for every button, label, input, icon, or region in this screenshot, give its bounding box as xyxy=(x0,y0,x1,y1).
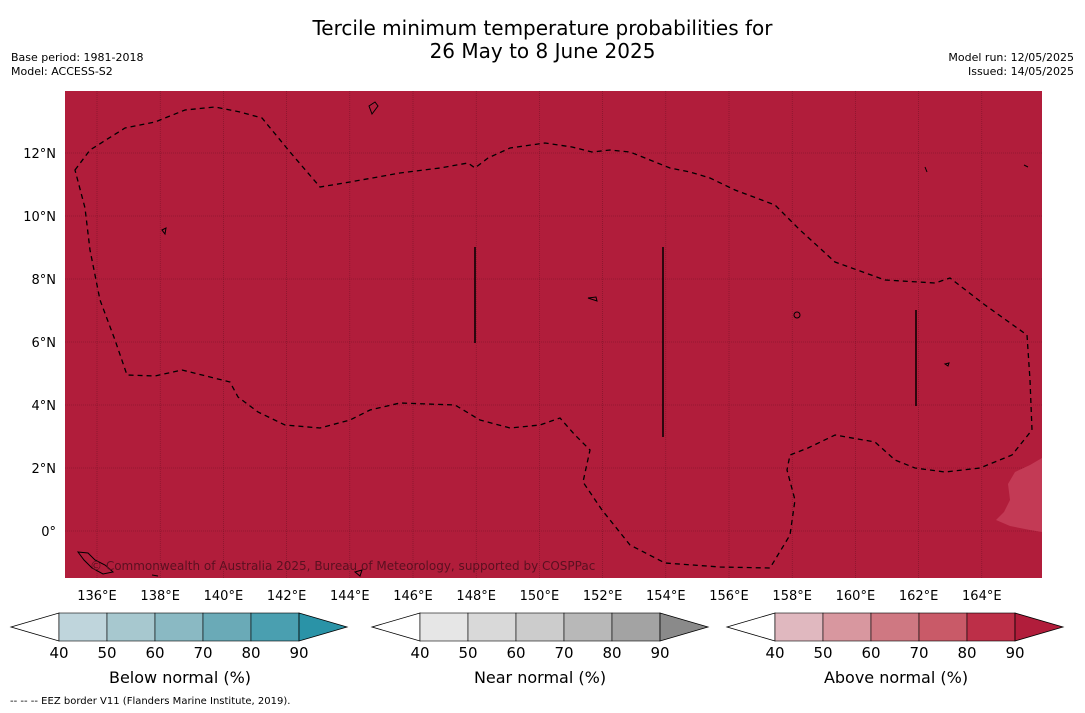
lon-tick-label: 142°E xyxy=(267,589,307,604)
colorbar-segment xyxy=(918,612,968,642)
lat-tick-label: 2°N xyxy=(32,462,57,477)
colorbar-tick-label: 70 xyxy=(909,644,928,662)
colorbar-2: 40 50 60 70 80 90 xyxy=(725,612,1065,662)
colorbar-segment xyxy=(419,612,469,642)
lon-tick-label: 136°E xyxy=(77,589,117,604)
colorbar-left-extend xyxy=(725,612,776,642)
colorbar-tick-label: 90 xyxy=(650,644,669,662)
colorbar-tick-label: 90 xyxy=(289,644,308,662)
colorbar-segment xyxy=(822,612,872,642)
lat-tick-label: 8°N xyxy=(32,273,57,288)
colorbar-label-near: Near normal (%) xyxy=(473,668,607,687)
colorbar-segment xyxy=(870,612,920,642)
colorbar-segment xyxy=(563,612,613,642)
lon-tick-label: 156°E xyxy=(709,589,749,604)
lat-tick-label: 4°N xyxy=(32,399,57,414)
colorbar-segment xyxy=(106,612,156,642)
lon-tick-label: 158°E xyxy=(772,589,812,604)
colorbar-tick-label: 50 xyxy=(97,644,116,662)
colorbar-right-extend xyxy=(298,612,349,642)
colorbar-tick-label: 80 xyxy=(957,644,976,662)
colorbar-tick-label: 60 xyxy=(506,644,525,662)
colorbar-segment xyxy=(250,612,300,642)
eez-footnote: -- -- -- EEZ border V11 (Flanders Marine… xyxy=(10,696,291,707)
longitude-ticks: 136°E 138°E 140°E 142°E 144°E 146°E 148°E 150°E… xyxy=(77,589,1001,604)
lat-tick-label: 0° xyxy=(41,525,56,540)
lon-tick-label: 160°E xyxy=(836,589,876,604)
colorbar-1: 40 50 60 70 80 90 xyxy=(370,612,710,662)
colorbar-left-extend xyxy=(370,612,421,642)
colorbar-tick-label: 40 xyxy=(49,644,68,662)
copyright-notice: © Commonwealth of Australia 2025, Bureau… xyxy=(90,559,595,573)
colorbar-tick-label: 90 xyxy=(1005,644,1024,662)
colorbar-left-extend xyxy=(9,612,60,642)
colorbar-label-above: Above normal (%) xyxy=(823,668,969,687)
colorbar-tick-label: 70 xyxy=(554,644,573,662)
colorbar-segment xyxy=(202,612,252,642)
gridlines xyxy=(65,91,1042,578)
latitude-ticks: 12°N 10°N 8°N 6°N 4°N 2°N 0° xyxy=(23,147,56,540)
colorbar-tick-label: 80 xyxy=(602,644,621,662)
lon-tick-label: 138°E xyxy=(140,589,180,604)
lon-tick-label: 140°E xyxy=(204,589,244,604)
lat-tick-label: 12°N xyxy=(23,147,56,162)
lon-tick-label: 150°E xyxy=(520,589,560,604)
title-line2: 26 May to 8 June 2025 xyxy=(429,39,656,63)
lat-tick-label: 10°N xyxy=(23,210,56,225)
lighter-probability-patch xyxy=(996,458,1042,532)
colorbar-right-extend xyxy=(1014,612,1065,642)
colorbar-tick-label: 70 xyxy=(193,644,212,662)
colorbar-label-below: Below normal (%) xyxy=(108,668,252,687)
colorbar-tick-label: 60 xyxy=(145,644,164,662)
colorbar-tick-label: 40 xyxy=(765,644,784,662)
lon-tick-label: 164°E xyxy=(962,589,1002,604)
colorbar-segment xyxy=(966,612,1016,642)
colorbar-segment xyxy=(467,612,517,642)
colorbar-right-extend xyxy=(659,612,710,642)
colorbar-tick-label: 50 xyxy=(813,644,832,662)
lon-tick-label: 152°E xyxy=(583,589,623,604)
colorbar-tick-label: 80 xyxy=(241,644,260,662)
colorbar-segment xyxy=(58,612,108,642)
model-name: Model: ACCESS-S2 xyxy=(11,65,113,78)
colorbar-segment xyxy=(611,612,661,642)
eez-border xyxy=(74,106,1033,569)
map-background xyxy=(65,91,1042,578)
colorbar-tick-label: 60 xyxy=(861,644,880,662)
colorbar-segment xyxy=(774,612,824,642)
lat-tick-label: 6°N xyxy=(32,336,57,351)
lon-tick-label: 162°E xyxy=(899,589,939,604)
colorbar-0: 40 50 60 70 80 90 xyxy=(9,612,349,662)
title-line1: Tercile minimum temperature probabilitie… xyxy=(312,16,773,40)
lon-tick-label: 154°E xyxy=(646,589,686,604)
islands xyxy=(76,101,1029,577)
colorbar-segment xyxy=(154,612,204,642)
issued-date: Issued: 14/05/2025 xyxy=(967,65,1074,78)
colorbar-tick-label: 50 xyxy=(458,644,477,662)
base-period: Base period: 1981-2018 xyxy=(11,51,144,64)
model-run: Model run: 12/05/2025 xyxy=(948,51,1074,64)
colorbars: 40 50 60 70 80 90 40 50 60 70 80 90 40 50 60 70 80 90 xyxy=(9,612,1065,662)
colorbar-segment xyxy=(515,612,565,642)
lon-tick-label: 144°E xyxy=(330,589,370,604)
lon-tick-label: 148°E xyxy=(456,589,496,604)
colorbar-tick-label: 40 xyxy=(410,644,429,662)
lon-tick-label: 146°E xyxy=(393,589,433,604)
